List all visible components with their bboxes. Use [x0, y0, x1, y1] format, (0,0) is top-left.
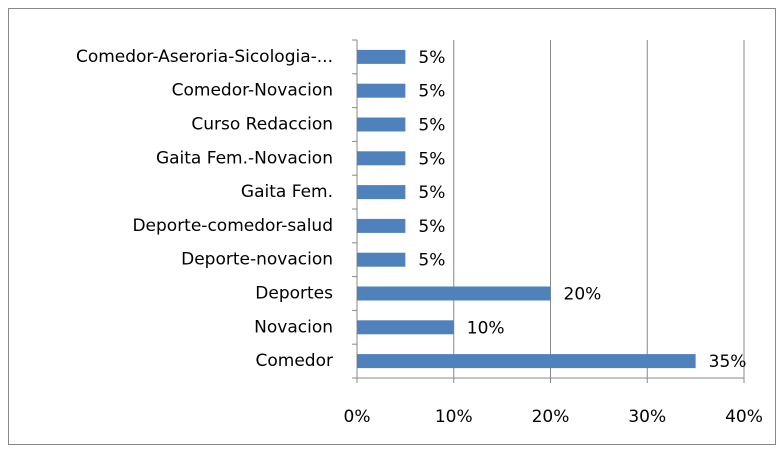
value-label: 5% [418, 183, 445, 203]
x-tick-label: 0% [344, 407, 371, 427]
x-tick-label: 20% [532, 407, 570, 427]
value-label: 5% [418, 217, 445, 237]
y-tick-label: Comedor [256, 351, 333, 371]
y-tick-label: Comedor-Novacion [172, 81, 333, 101]
y-tick-label: Deporte-novacion [181, 250, 333, 270]
bar [357, 151, 406, 166]
y-tick-label: Novacion [254, 317, 333, 337]
bar [357, 117, 406, 132]
value-label: 35% [709, 352, 747, 372]
value-label: 5% [418, 48, 445, 68]
bar [357, 252, 406, 267]
bar [357, 185, 406, 200]
value-label: 20% [564, 285, 602, 305]
bar [357, 354, 696, 369]
y-tick-label: Deporte-comedor-salud [132, 216, 333, 236]
x-tick-label: 10% [435, 407, 473, 427]
x-tick-label: 30% [628, 407, 666, 427]
bar [357, 286, 551, 301]
y-tick-label: Curso Redaccion [191, 115, 333, 135]
bar [357, 320, 454, 335]
value-label: 5% [418, 251, 445, 271]
y-tick-label: Deportes [255, 284, 333, 304]
value-label: 5% [418, 116, 445, 136]
bar [357, 49, 406, 64]
value-label: 5% [418, 82, 445, 102]
value-label: 10% [467, 318, 505, 338]
value-label: 5% [418, 149, 445, 169]
x-tick-label: 40% [725, 407, 763, 427]
y-tick-label: Gaita Fem.-Novacion [156, 148, 333, 168]
bar [357, 218, 406, 233]
y-tick-label: Comedor-Aseroria-Sicologia-... [76, 47, 333, 67]
y-tick-label: Gaita Fem. [241, 182, 333, 202]
bar [357, 83, 406, 98]
